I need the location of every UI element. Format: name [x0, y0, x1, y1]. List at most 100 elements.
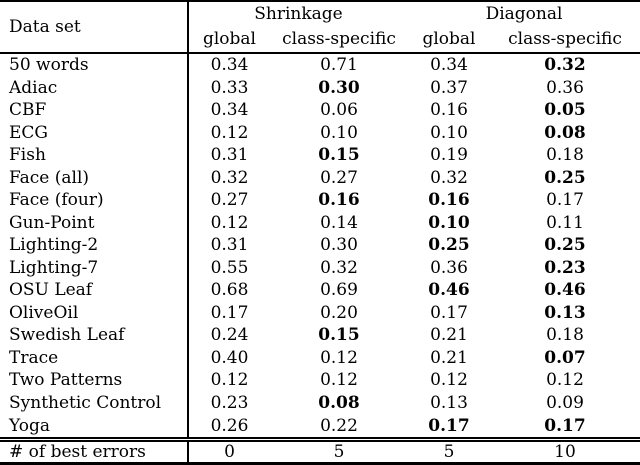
- group-header-row: Data set Shrinkage Diagonal: [0, 1, 640, 54]
- error-value: 0.40: [210, 347, 249, 368]
- error-value: 0.31: [210, 145, 249, 166]
- error-value: 0.05: [544, 100, 586, 121]
- error-value: 0.30: [320, 235, 358, 256]
- error-value: 0.17: [430, 302, 468, 323]
- error-value: 0.21: [430, 347, 468, 368]
- error-value: 0.16: [428, 190, 470, 211]
- error-value: 0.11: [546, 212, 584, 233]
- error-value: 0.12: [320, 347, 358, 368]
- table-row: Face (all) 0.32 0.27 0.32 0.25: [0, 166, 640, 190]
- dataset-name: Fish: [0, 144, 189, 167]
- table-row: Two Patterns 0.12 0.12 0.12 0.12: [0, 369, 640, 392]
- table-row: 50 words 0.34 0.71 0.34 0.32: [0, 53, 640, 77]
- error-value: 0.22: [320, 415, 358, 436]
- error-value: 0.31: [210, 235, 249, 256]
- error-value: 0.55: [210, 257, 249, 278]
- error-value: 0.71: [320, 55, 358, 76]
- error-value: 0.34: [430, 55, 468, 76]
- error-value: 0.12: [320, 370, 358, 391]
- table-row: Synthetic Control 0.23 0.08 0.13 0.09: [0, 391, 640, 415]
- error-value: 0.15: [318, 325, 360, 346]
- error-value: 0.13: [430, 392, 468, 413]
- error-value: 0.32: [320, 257, 358, 278]
- table-row: CBF 0.34 0.06 0.16 0.05: [0, 99, 640, 122]
- error-value: 0.10: [430, 122, 468, 143]
- group-header-shrinkage: Shrinkage: [254, 4, 343, 24]
- error-value: 0.25: [544, 235, 586, 256]
- error-value: 0.12: [210, 212, 249, 233]
- dataset-name: Lighting-2: [0, 234, 189, 257]
- table-row: Swedish Leaf 0.24 0.15 0.21 0.18: [0, 324, 640, 347]
- table-row: ECG 0.12 0.10 0.10 0.08: [0, 121, 640, 145]
- dataset-name: Face (four): [0, 189, 189, 212]
- error-value: 0.32: [210, 167, 249, 188]
- error-value: 0.13: [544, 302, 586, 323]
- error-value: 0.18: [546, 325, 584, 346]
- error-value: 0.12: [210, 370, 249, 391]
- error-value: 0.24: [210, 325, 249, 346]
- best-error-count: 10: [490, 437, 640, 464]
- dataset-name: Synthetic Control: [0, 391, 189, 415]
- table-body: 50 words 0.34 0.71 0.34 0.32 Adiac 0.33 0.30 0.3…: [0, 53, 640, 440]
- error-value: 0.68: [210, 280, 249, 301]
- error-value: 0.17: [428, 415, 470, 436]
- error-value: 0.21: [430, 325, 468, 346]
- table-row: Fish 0.31 0.15 0.19 0.18: [0, 144, 640, 167]
- error-value: 0.12: [210, 122, 249, 143]
- summary-row: # of best errors 0 5 5 10: [0, 437, 640, 464]
- error-value: 0.27: [210, 190, 249, 211]
- error-value: 0.17: [544, 415, 586, 436]
- error-value: 0.23: [544, 257, 586, 278]
- sub-header-class-specific-3: class-specific: [490, 26, 640, 54]
- dataset-name: OSU Leaf: [0, 279, 189, 302]
- table-header: Data set Shrinkage Diagonal global class-…: [0, 1, 640, 54]
- dataset-name: Swedish Leaf: [0, 324, 189, 347]
- error-value: 0.32: [544, 55, 586, 76]
- table-row: Lighting-2 0.31 0.30 0.25 0.25: [0, 234, 640, 257]
- table-row: Adiac 0.33 0.30 0.37 0.36: [0, 76, 640, 100]
- error-value: 0.07: [544, 347, 586, 368]
- error-value: 0.18: [546, 145, 584, 166]
- error-value: 0.20: [320, 302, 358, 323]
- dataset-name: Adiac: [0, 76, 189, 100]
- group-header-diagonal: Diagonal: [485, 4, 563, 24]
- dataset-name: OliveOil: [0, 301, 189, 325]
- table-row: Lighting-7 0.55 0.32 0.36 0.23: [0, 256, 640, 280]
- error-value: 0.16: [318, 190, 360, 211]
- dataset-name: 50 words: [0, 53, 189, 77]
- error-value: 0.08: [544, 122, 586, 143]
- error-value: 0.37: [430, 77, 468, 98]
- error-value: 0.19: [430, 145, 468, 166]
- sub-header-class-specific-1: class-specific: [270, 26, 408, 54]
- dataset-name: ECG: [0, 121, 189, 145]
- dataset-name: CBF: [0, 99, 189, 122]
- error-value: 0.17: [210, 302, 249, 323]
- error-value: 0.36: [430, 257, 468, 278]
- error-value: 0.12: [430, 370, 468, 391]
- error-value: 0.14: [320, 212, 358, 233]
- error-value: 0.10: [320, 122, 358, 143]
- error-value: 0.06: [320, 100, 358, 121]
- error-value: 0.30: [318, 77, 360, 98]
- dataset-name: Yoga: [0, 414, 189, 440]
- best-error-count: 0: [188, 437, 270, 464]
- dataset-name: Trace: [0, 346, 189, 370]
- error-value: 0.46: [428, 280, 470, 301]
- dataset-name: Two Patterns: [0, 369, 189, 392]
- error-value: 0.34: [210, 55, 249, 76]
- error-value: 0.36: [546, 77, 584, 98]
- sub-header-row: global class-specific global class-specific: [0, 26, 640, 54]
- error-value: 0.25: [428, 235, 470, 256]
- error-value: 0.23: [210, 392, 249, 413]
- error-value: 0.08: [318, 392, 360, 413]
- table-row: Trace 0.40 0.12 0.21 0.07: [0, 346, 640, 370]
- dataset-name: Face (all): [0, 166, 189, 190]
- sub-header-global-0: global: [188, 26, 270, 54]
- error-value: 0.10: [428, 212, 470, 233]
- error-value: 0.27: [320, 167, 358, 188]
- summary-label: # of best errors: [0, 437, 189, 464]
- dataset-name: Lighting-7: [0, 256, 189, 280]
- error-value: 0.32: [430, 167, 468, 188]
- error-value: 0.15: [318, 145, 360, 166]
